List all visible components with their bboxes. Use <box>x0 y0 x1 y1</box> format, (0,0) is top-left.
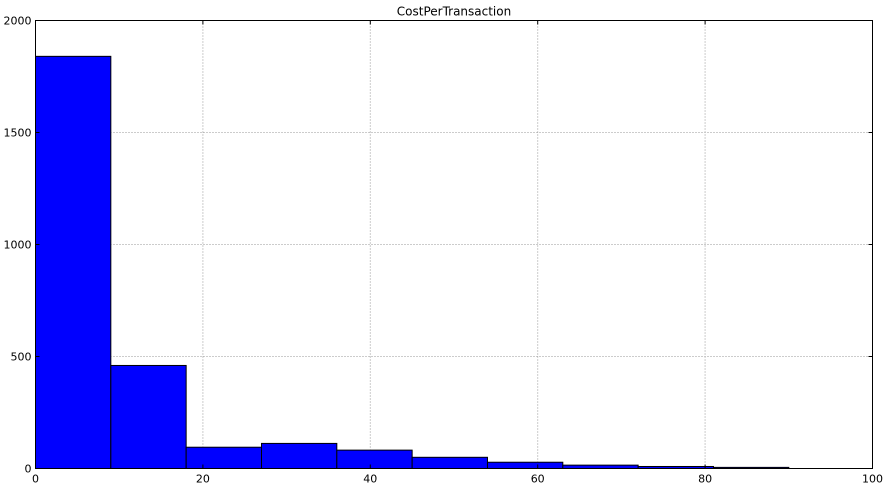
bars-layer <box>35 55 790 470</box>
histogram-bar <box>260 442 338 469</box>
y-tick-label: 0 <box>25 463 32 476</box>
chart-title: CostPerTransaction <box>397 5 511 19</box>
histogram-bar <box>411 456 488 469</box>
histogram-bar <box>486 461 564 469</box>
y-axis-tick-labels: 0 500 1000 1500 2000 <box>4 15 32 476</box>
x-tick-label: 40 <box>363 473 377 486</box>
x-tick-label: 20 <box>196 473 210 486</box>
y-tick-label: 2000 <box>4 15 32 28</box>
y-tick-label: 500 <box>11 351 32 364</box>
x-tick-label: 100 <box>862 473 883 486</box>
x-tick-label: 60 <box>531 473 545 486</box>
histogram-bar <box>110 364 187 469</box>
x-axis-tick-labels: 0 20 40 60 80 100 <box>32 473 883 486</box>
x-tick-label: 80 <box>698 473 712 486</box>
y-tick-label: 1500 <box>4 127 32 140</box>
histogram-bar <box>185 446 262 470</box>
x-tick-label: 0 <box>32 473 39 486</box>
ticks-layer <box>35 20 873 469</box>
y-tick-label: 1000 <box>4 239 32 252</box>
histogram-bar <box>35 55 112 470</box>
histogram-bar <box>336 449 413 469</box>
histogram-bar <box>562 464 639 470</box>
